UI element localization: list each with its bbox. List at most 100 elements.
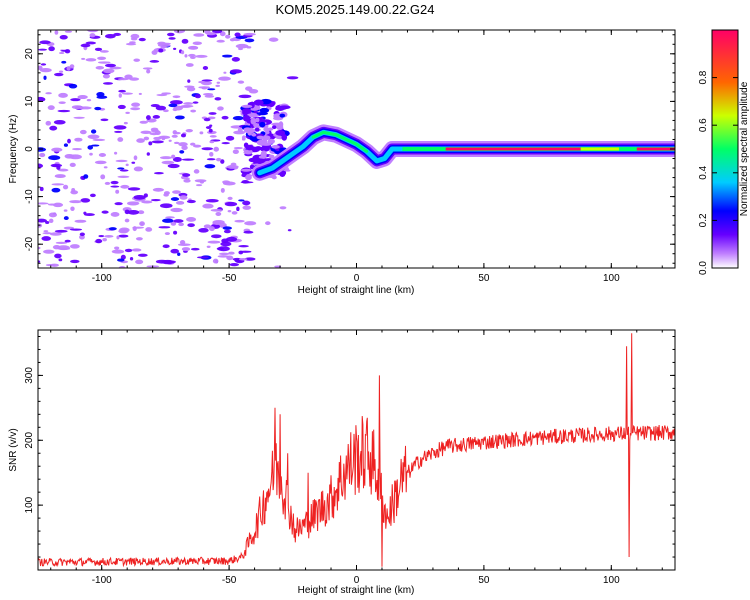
spectrogram-speckle (124, 248, 133, 253)
spectrogram-speckle (47, 105, 55, 111)
spectrogram-speckle (131, 161, 136, 164)
spectrogram-speckle (136, 138, 145, 143)
spectrogram-speckle (87, 134, 100, 140)
spectrogram-speckle (158, 48, 164, 53)
spectrogram-speckle (57, 168, 69, 172)
spectrogram-ytick-label: 10 (24, 95, 35, 107)
spectrogram-speckle (196, 256, 209, 259)
spectrogram-speckle (38, 202, 49, 205)
spectrogram-speckle (97, 56, 107, 60)
spectrogram-speckle (39, 152, 46, 158)
spectrogram-speckle (100, 118, 109, 122)
spectrogram-speckle (190, 247, 200, 251)
spectrogram-speckle (203, 117, 211, 122)
spectrogram-speckle (173, 141, 180, 145)
spectrogram-speckle (79, 234, 85, 240)
spectrogram-speckle (190, 109, 197, 113)
spectrogram-speckle (148, 141, 153, 146)
spectrogram-speckle (168, 139, 172, 142)
spectrogram-speckle (185, 63, 194, 67)
spectrogram-speckle (242, 200, 251, 206)
spectrogram-speckle (89, 152, 93, 156)
spectrogram-speckle (276, 124, 284, 131)
spectrogram-speckle (208, 112, 217, 115)
spectrogram-speckle (53, 120, 66, 125)
spectrogram-speckle (284, 169, 291, 172)
spectrogram-speckle (95, 65, 105, 70)
spectrogram-speckle (104, 63, 117, 68)
spectrogram-speckle (115, 189, 120, 194)
spectrogram-speckle (118, 93, 122, 98)
spectrogram-speckle (271, 145, 280, 149)
spectrogram-speckle (125, 42, 137, 46)
spectrogram-speckle (204, 164, 216, 169)
spectrogram-speckle (159, 203, 173, 209)
spectrogram-speckle (80, 43, 91, 48)
spectrogram-speckle (279, 172, 286, 177)
spectrogram-speckle (137, 253, 148, 257)
spectrogram-xtick-label: 100 (603, 273, 620, 284)
spectrogram-speckle (192, 101, 199, 104)
spectrogram-speckle (219, 31, 226, 37)
spectrogram-speckle (102, 237, 107, 242)
spectrogram-speckle (182, 173, 191, 177)
spectrogram-speckle (279, 147, 285, 152)
spectrogram-speckle (96, 92, 105, 97)
spectrogram-speckle (98, 234, 105, 238)
spectrogram-speckle (119, 227, 130, 233)
spectrogram-speckle (54, 30, 59, 35)
spectrogram-speckle (48, 218, 54, 224)
spectrogram-speckle (48, 46, 55, 52)
spectrogram-speckle (172, 157, 182, 162)
spectrogram-speckle (155, 105, 167, 111)
spectrogram-speckle (52, 202, 64, 208)
spectrogram-speckle (135, 259, 144, 265)
snr-xtick-label: -100 (92, 575, 112, 586)
spectrogram-speckle (238, 199, 245, 202)
spectrogram-speckle (150, 104, 160, 108)
snr-xtick-label: -50 (222, 575, 237, 586)
spectrogram-speckle (104, 33, 116, 39)
spectrogram-speckle (161, 160, 175, 165)
spectrogram-speckle (232, 257, 242, 261)
spectrogram-speckle (173, 219, 184, 223)
spectrogram-speckle (118, 234, 129, 238)
spectrogram-speckle (254, 127, 260, 132)
spectrogram-speckle (259, 146, 270, 152)
spectrogram-speckle (167, 163, 180, 169)
spectrogram-speckle (108, 227, 117, 231)
spectrogram-speckle (186, 217, 197, 222)
spectrogram-speckle (170, 207, 183, 213)
spectrogram-speckle (163, 191, 170, 195)
spectrogram-speckle (241, 104, 253, 108)
spectrogram-speckle (125, 111, 130, 115)
spectrogram-speckle (43, 230, 49, 233)
spectrogram-speckle (178, 142, 188, 147)
spectrogram-speckle (186, 199, 196, 204)
spectrogram-speckle (63, 143, 69, 147)
spectrogram-speckle (40, 63, 47, 66)
spectrogram-speckle (38, 65, 43, 70)
spectrogram-speckle (275, 129, 286, 136)
spectrogram-speckle (228, 251, 235, 255)
spectrogram-speckle (243, 230, 254, 234)
colorbar-label: Normalized spectral amplitude (739, 81, 750, 216)
spectrogram-speckle (170, 221, 177, 226)
spectrogram-speckle (58, 70, 64, 73)
spectrogram-speckle (201, 79, 213, 82)
spectrogram-speckle (193, 169, 200, 174)
spectrogram-speckle (163, 109, 169, 113)
spectrogram-speckle (49, 232, 62, 236)
spectrogram-speckle (177, 252, 181, 256)
spectrogram-speckle (58, 92, 68, 98)
spectrogram-speckle (286, 76, 299, 80)
spectrogram-speckle (51, 164, 58, 167)
spectrogram-speckle (194, 179, 207, 183)
spectrogram-speckle (255, 117, 260, 123)
spectrogram-speckle (274, 265, 282, 268)
spectrogram-speckle (210, 209, 223, 212)
spectrogram-speckle (234, 219, 245, 223)
spectrogram-speckle (38, 246, 41, 250)
spectrogram-speckle (128, 77, 140, 81)
spectrogram-speckle (38, 48, 48, 51)
